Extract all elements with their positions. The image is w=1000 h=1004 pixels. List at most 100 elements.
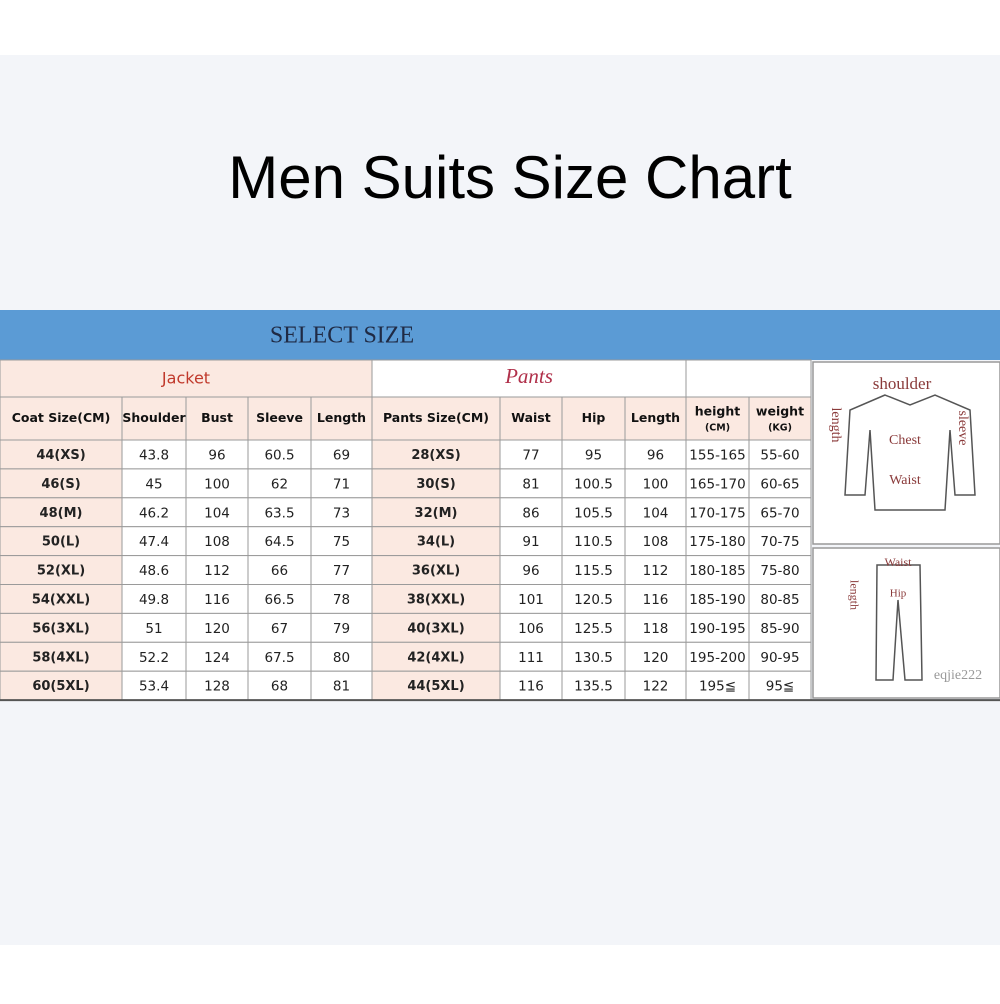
- cell: [371, 439, 501, 470]
- header-cell: [748, 396, 812, 441]
- cell-text: 64.5: [264, 534, 294, 550]
- banner-text: SELECT SIZE: [270, 323, 414, 349]
- cell-text: 81: [333, 679, 350, 695]
- cell-text: 108: [204, 534, 230, 550]
- cell: [185, 497, 249, 528]
- cell-text: 112: [204, 563, 230, 579]
- cell: [561, 670, 626, 701]
- cell-text: 110.5: [574, 534, 613, 550]
- cell-text: 130.5: [574, 650, 613, 666]
- cell-text: 40(3XL): [407, 621, 464, 636]
- cell-text: 77: [333, 563, 350, 579]
- header-cell: [185, 396, 249, 441]
- cell-text: 69: [333, 447, 350, 463]
- cell-text: 175-180: [689, 534, 745, 550]
- cell-text: 75-80: [760, 563, 799, 579]
- cell-text: 125.5: [574, 621, 613, 637]
- diagram-label: Chest: [889, 433, 921, 448]
- cell: [0, 612, 123, 643]
- cell-text: 120.5: [574, 592, 613, 608]
- header-cell: [685, 396, 750, 441]
- cell-text: 65-70: [760, 505, 799, 521]
- cell-text: 55-60: [760, 447, 799, 463]
- cell-text: 165-170: [689, 476, 745, 492]
- cell-text: 115.5: [574, 563, 613, 579]
- cell: [748, 555, 812, 585]
- cell-text: 42(4XL): [407, 650, 464, 665]
- watermark: eqjie222: [934, 668, 982, 683]
- cell-text: 66.5: [264, 592, 294, 608]
- cell: [685, 612, 750, 643]
- cell-text: 195-200: [689, 650, 745, 666]
- cell: [371, 468, 501, 499]
- cell: [685, 468, 750, 499]
- cell: [561, 641, 626, 672]
- cell-text: 120: [643, 650, 669, 666]
- cell-text: 50(L): [42, 535, 80, 550]
- cell-text: 44(5XL): [407, 679, 464, 694]
- cell: [121, 526, 187, 557]
- jacket-icon: [844, 394, 976, 511]
- cell-text: 60.5: [264, 447, 294, 463]
- cell: [371, 612, 501, 643]
- cell-text: 118: [643, 621, 669, 637]
- cell-text: 195≦: [699, 679, 736, 695]
- cell-text: 108: [643, 534, 669, 550]
- cell-text: 58(4XL): [32, 650, 89, 665]
- cell: [748, 526, 812, 557]
- cell-text: 67: [271, 621, 288, 637]
- cell-text: 46(S): [41, 477, 80, 492]
- cell: [121, 584, 187, 614]
- cell-text: 54(XXL): [32, 592, 90, 607]
- cell: [624, 641, 687, 672]
- cell: [247, 555, 312, 585]
- cell-text: 36(XL): [412, 564, 460, 579]
- column-header: Bust: [201, 410, 233, 425]
- cell-text: 120: [204, 621, 230, 637]
- cell: [310, 439, 373, 470]
- cell-text: 124: [204, 650, 230, 666]
- cell: [185, 439, 249, 470]
- cell-text: 112: [643, 563, 669, 579]
- column-header: Pants Size(CM): [383, 410, 489, 425]
- cell-text: 116: [643, 592, 669, 608]
- cell-text: 80: [333, 650, 350, 666]
- cell-text: 128: [204, 679, 230, 695]
- cell-text: 80-85: [760, 592, 799, 608]
- cell-text: 95: [585, 447, 602, 463]
- cell-text: 49.8: [139, 592, 169, 608]
- diagram-label: shoulder: [873, 374, 932, 393]
- cell: [748, 612, 812, 643]
- cell-text: 100: [204, 476, 230, 492]
- cell: [247, 612, 312, 643]
- cell-text: 48.6: [139, 563, 169, 579]
- table: Jacket Pants Coat Size(CM) Shoulder Bust Slee…: [0, 359, 1000, 702]
- cell: [499, 497, 563, 528]
- cell-text: 73: [333, 505, 350, 521]
- cell-text: 75: [333, 534, 350, 550]
- cell: [499, 612, 563, 643]
- cell: [371, 555, 501, 585]
- cell-text: 100.5: [574, 476, 613, 492]
- cell: [0, 641, 123, 672]
- cell: [499, 468, 563, 499]
- cell: [685, 526, 750, 557]
- cell-text: 77: [522, 447, 539, 463]
- cell-text: 34(L): [417, 535, 455, 550]
- cell-text: 135.5: [574, 679, 613, 695]
- cell-text: 111: [518, 650, 544, 666]
- cell-text: 62: [271, 476, 288, 492]
- column-header: Length: [317, 410, 366, 425]
- cell: [371, 584, 501, 614]
- cell-text: 51: [145, 621, 162, 637]
- cell: [310, 555, 373, 585]
- cell: [0, 468, 123, 499]
- cell-text: 44(XS): [36, 448, 85, 463]
- cell: [748, 497, 812, 528]
- cell: [247, 497, 312, 528]
- cell: [748, 468, 812, 499]
- cell: [499, 439, 563, 470]
- diagram-label: Waist: [884, 555, 912, 569]
- cell-text: 96: [522, 563, 539, 579]
